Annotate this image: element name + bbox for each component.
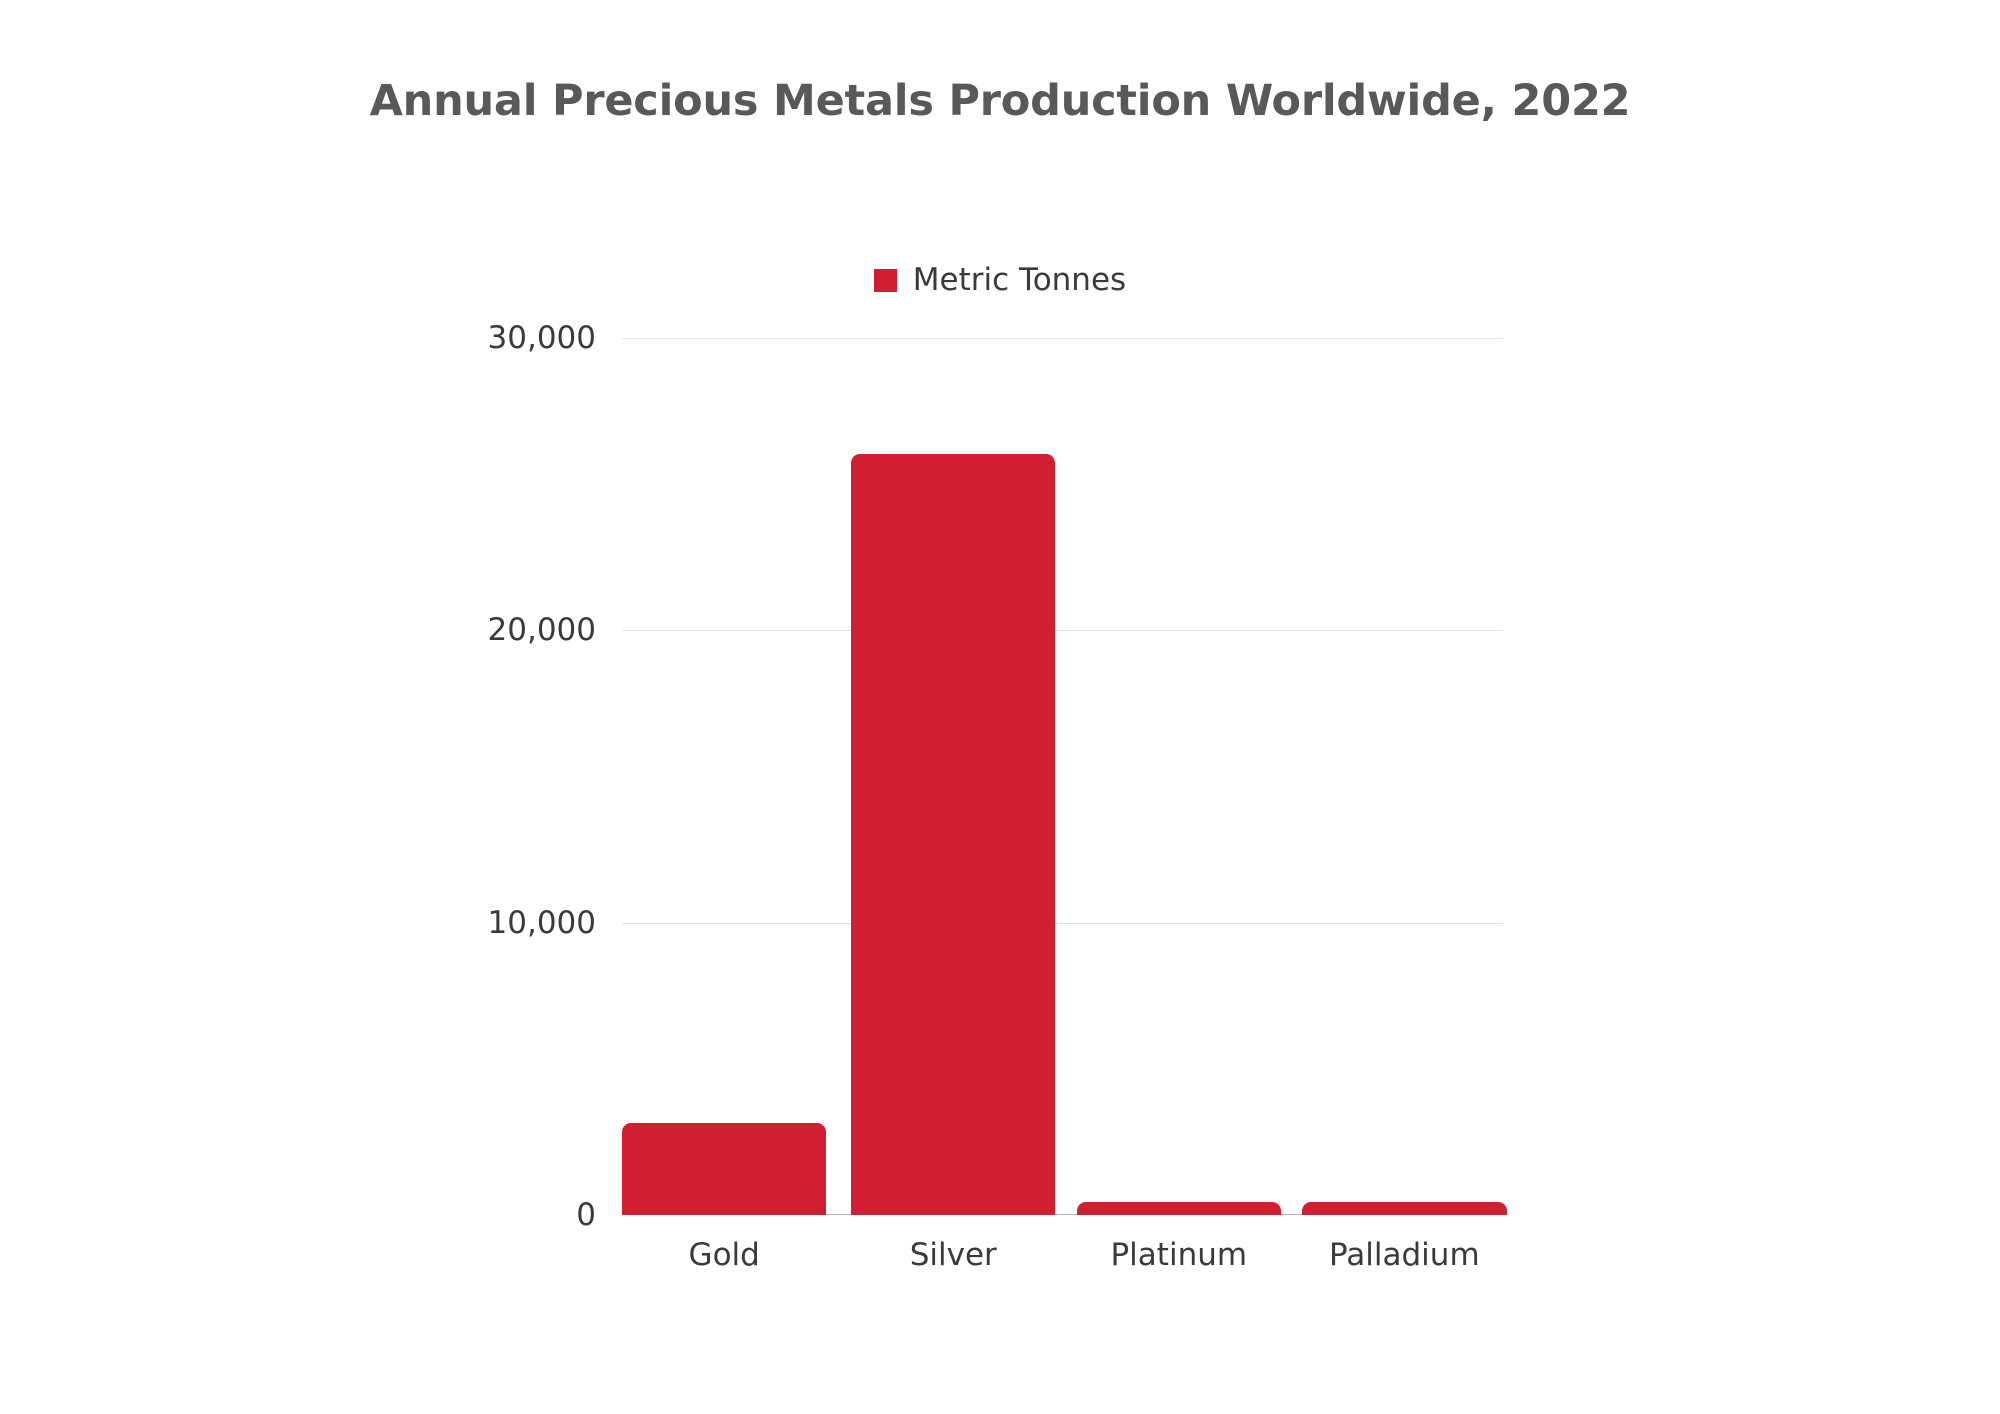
legend-item-label: Metric Tonnes <box>912 262 1127 298</box>
y-tick-label-0: 0 <box>576 1197 596 1233</box>
gridline-30000 <box>622 338 1503 339</box>
x-tick-label-gold: Gold <box>688 1237 760 1273</box>
bar-gold[interactable] <box>622 1123 827 1215</box>
gridline-10000 <box>622 922 1503 924</box>
bar-palladium[interactable] <box>1302 1202 1507 1215</box>
bar-platinum[interactable] <box>1076 1202 1281 1215</box>
plot-area: 30,000 20,000 10,000 0 Gold Silver Plati… <box>488 320 1507 1273</box>
chart-legend: Metric Tonnes <box>0 265 2000 296</box>
legend-swatch-icon <box>873 269 897 292</box>
gridline-20000 <box>622 630 1503 632</box>
y-tick-label-10000: 10,000 <box>487 904 596 941</box>
chart-title: Annual Precious Metals Production Worldw… <box>369 76 1631 126</box>
y-tick-label-20000: 20,000 <box>487 612 596 649</box>
y-tick-label-30000: 30,000 <box>487 320 596 356</box>
x-axis-line <box>622 1214 1503 1215</box>
legend-item-metric-tonnes[interactable]: Metric Tonnes <box>873 262 1127 298</box>
x-tick-label-silver: Silver <box>909 1237 997 1273</box>
bar-silver[interactable] <box>851 453 1056 1215</box>
x-tick-label-platinum: Platinum <box>1110 1237 1248 1273</box>
x-tick-label-palladium: Palladium <box>1328 1237 1480 1273</box>
